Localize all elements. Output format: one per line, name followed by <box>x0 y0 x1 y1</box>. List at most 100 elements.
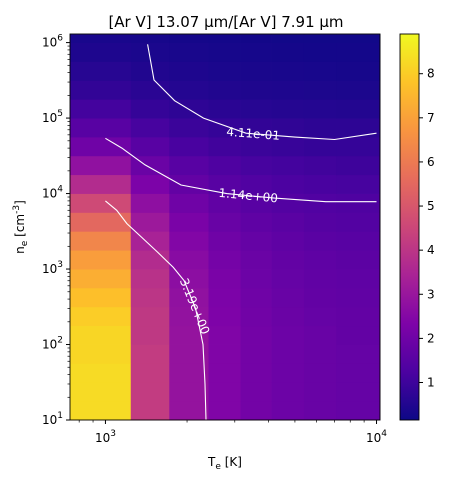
heatmap-cell <box>240 174 272 194</box>
heatmap-cell <box>208 363 241 383</box>
heatmap-cell <box>271 306 305 327</box>
heatmap-cell <box>303 344 337 364</box>
heatmap-cell <box>336 250 381 270</box>
y-tick-label: 104 <box>42 185 63 201</box>
heatmap-cell <box>70 287 132 308</box>
heatmap-cell <box>240 212 272 232</box>
heatmap-cell <box>169 363 209 383</box>
heatmap-cell <box>130 231 170 251</box>
heatmap-cell <box>208 325 241 345</box>
heatmap-cell <box>271 61 305 81</box>
heatmap-cell <box>303 34 337 44</box>
heatmap-cell <box>336 287 381 308</box>
heatmap-cell <box>208 212 241 232</box>
heatmap-cell <box>240 344 272 364</box>
heatmap-cell <box>336 155 381 176</box>
heatmap-cell <box>208 99 241 119</box>
heatmap-cell <box>240 155 272 176</box>
heatmap-cell <box>271 382 305 402</box>
heatmap-cells <box>70 34 381 421</box>
heatmap-cell <box>70 80 132 100</box>
heatmap-cell <box>336 118 381 138</box>
heatmap-cell <box>303 80 337 100</box>
heatmap-cell <box>70 401 132 421</box>
colorbar-tick-label: 5 <box>427 199 435 213</box>
heatmap-cell <box>336 306 381 327</box>
heatmap-cell <box>70 231 132 251</box>
heatmap-cell <box>130 34 170 44</box>
heatmap-cell <box>208 382 241 402</box>
heatmap-cell <box>130 287 170 308</box>
heatmap-cell <box>303 174 337 194</box>
heatmap-cell <box>70 212 132 232</box>
heatmap-cell <box>336 269 381 289</box>
heatmap-cell <box>130 136 170 157</box>
heatmap-cell <box>240 401 272 421</box>
y-axis-label: ne [cm-3] <box>12 200 30 254</box>
heatmap-cell <box>70 363 132 383</box>
heatmap-cell <box>169 80 209 100</box>
heatmap-cell <box>240 269 272 289</box>
heatmap-cell <box>130 118 170 138</box>
heatmap-cell <box>130 344 170 364</box>
heatmap-cell <box>169 287 209 308</box>
colorbar-tick-label: 4 <box>427 243 435 257</box>
heatmap-cell <box>336 212 381 232</box>
heatmap-cell <box>336 193 381 213</box>
heatmap-cell <box>70 174 132 194</box>
heatmap-cell <box>208 250 241 270</box>
heatmap-cell <box>303 155 337 176</box>
x-axis-label: Te [K] <box>207 455 242 472</box>
heatmap-cell <box>130 155 170 176</box>
heatmap-cell <box>208 136 241 157</box>
heatmap-cell <box>336 80 381 100</box>
heatmap-cell <box>169 212 209 232</box>
heatmap-cell <box>208 401 241 421</box>
heatmap-cell <box>303 382 337 402</box>
heatmap-cell <box>336 99 381 119</box>
colorbar-tick-label: 6 <box>427 155 435 169</box>
heatmap-cell <box>303 42 337 62</box>
heatmap-cell <box>130 193 170 213</box>
heatmap-cell <box>130 401 170 421</box>
heatmap-cell <box>303 212 337 232</box>
heatmap-cell <box>240 231 272 251</box>
heatmap-cell <box>303 306 337 327</box>
contour-label: 1.14e+00 <box>218 186 279 206</box>
heatmap-cell <box>70 344 132 364</box>
colorbar-tick-label: 3 <box>427 287 435 301</box>
heatmap-cell <box>271 287 305 308</box>
heatmap-cell <box>336 401 381 421</box>
heatmap-cell <box>240 363 272 383</box>
heatmap-cell <box>130 363 170 383</box>
heatmap-cell <box>271 42 305 62</box>
contour-line <box>105 137 377 203</box>
heatmap-cell <box>169 250 209 270</box>
heatmap-cell <box>240 99 272 119</box>
heatmap-cell <box>240 61 272 81</box>
heatmap-cell <box>208 80 241 100</box>
heatmap-cell <box>169 118 209 138</box>
heatmap-cell <box>169 401 209 421</box>
heatmap-cell <box>303 287 337 308</box>
heatmap-cell <box>70 42 132 62</box>
colorbar: 1 2 3 4 5 6 7 8 <box>399 33 435 421</box>
heatmap-cell <box>130 61 170 81</box>
heatmap-cell <box>208 344 241 364</box>
colorbar-tick-label: 2 <box>427 331 435 345</box>
x-tick-label: 103 <box>95 429 116 445</box>
heatmap-cell <box>303 401 337 421</box>
contour-label: 4.11e-01 <box>226 125 281 143</box>
heatmap-cell <box>303 99 337 119</box>
heatmap-cell <box>271 99 305 119</box>
y-tick-label: 103 <box>42 260 63 276</box>
heatmap-cell <box>271 344 305 364</box>
heatmap-cell <box>336 61 381 81</box>
heatmap-cell <box>240 250 272 270</box>
colorbar-gradient <box>399 33 420 421</box>
heatmap-cell <box>208 155 241 176</box>
heatmap-cell <box>130 174 170 194</box>
heatmap-cell <box>336 42 381 62</box>
x-axis-ticks: 103 104 <box>78 420 387 445</box>
y-tick-label: 106 <box>42 34 63 50</box>
